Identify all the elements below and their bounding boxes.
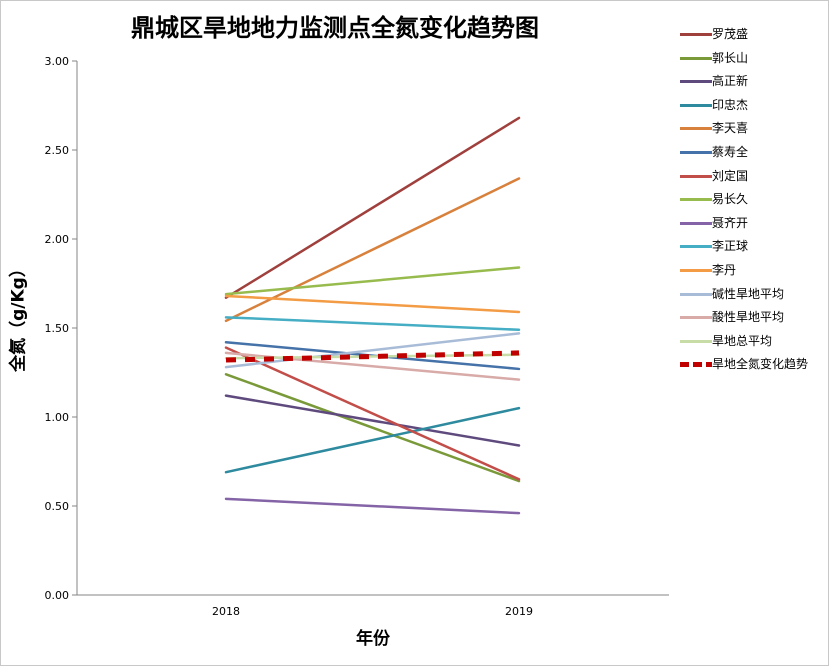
x-tick-label: 2018 bbox=[212, 605, 240, 618]
legend-label: 旱地全氮变化趋势 bbox=[712, 357, 809, 372]
legend-swatch bbox=[680, 80, 712, 84]
series-line-11 bbox=[224, 294, 521, 314]
legend-item: 酸性旱地平均 bbox=[680, 309, 829, 333]
legend-label: 郭长山 bbox=[712, 50, 749, 65]
x-axis-label: 年份 bbox=[356, 629, 390, 649]
legend-swatch bbox=[680, 103, 712, 107]
legend-label: 聂齐开 bbox=[712, 215, 749, 230]
legend-swatch bbox=[680, 221, 712, 225]
legend-item: 郭长山 bbox=[680, 50, 829, 74]
y-tick-label: 2.50 bbox=[45, 144, 70, 157]
legend-swatch bbox=[680, 56, 712, 60]
series-line-10 bbox=[224, 316, 521, 332]
legend-label: 李丹 bbox=[712, 262, 737, 277]
legend-swatch bbox=[680, 33, 712, 36]
y-tick-label: 0.00 bbox=[45, 589, 70, 602]
legend-label: 酸性旱地平均 bbox=[712, 310, 785, 325]
series-line-7 bbox=[224, 346, 521, 481]
series-line-12 bbox=[224, 332, 521, 369]
legend-swatch bbox=[680, 127, 712, 131]
legend-swatch bbox=[680, 198, 712, 202]
legend-label: 李正球 bbox=[712, 239, 749, 254]
legend-item: 蔡寿全 bbox=[680, 144, 829, 168]
legend-label: 高正新 bbox=[712, 74, 749, 89]
legend-swatch bbox=[680, 362, 712, 368]
legend-label: 刘定国 bbox=[712, 168, 749, 183]
y-tick-label: 2.00 bbox=[45, 233, 70, 246]
legend-item: 李天喜 bbox=[680, 120, 829, 144]
series-line-2 bbox=[224, 373, 521, 483]
legend-item: 聂齐开 bbox=[680, 215, 829, 239]
legend-swatch bbox=[680, 268, 712, 272]
series-line-9 bbox=[224, 497, 521, 515]
series-line-14 bbox=[224, 353, 521, 360]
legend-label: 蔡寿全 bbox=[712, 144, 749, 159]
legend-label: 旱地总平均 bbox=[712, 333, 773, 348]
legend-item: 罗茂盛 bbox=[680, 26, 829, 50]
legend-swatch bbox=[680, 174, 712, 178]
legend-item: 旱地总平均 bbox=[680, 333, 829, 357]
legend: 罗茂盛郭长山高正新印忠杰李天喜蔡寿全刘定国易长久聂齐开李正球李丹碱性旱地平均 酸性… bbox=[680, 26, 829, 380]
y-tick-label: 1.00 bbox=[45, 411, 70, 424]
legend-swatch bbox=[680, 245, 712, 249]
series-line-4 bbox=[224, 406, 521, 474]
x-tick-label: 2019 bbox=[505, 605, 533, 618]
series-line-3 bbox=[224, 394, 521, 447]
series-line-1 bbox=[224, 116, 521, 299]
series-line-8 bbox=[224, 266, 521, 296]
legend-swatch bbox=[680, 292, 712, 296]
legend-item: 刘定国 bbox=[680, 168, 829, 192]
legend-item: 旱地全氮变化趋势 bbox=[680, 356, 829, 380]
legend-label: 易长久 bbox=[712, 192, 749, 207]
legend-swatch bbox=[680, 339, 712, 343]
legend-item: 高正新 bbox=[680, 73, 829, 97]
legend-item: 印忠杰 bbox=[680, 97, 829, 121]
legend-label: 罗茂盛 bbox=[712, 27, 749, 41]
legend-label: 碱性旱地平均 bbox=[712, 286, 785, 301]
legend-swatch bbox=[680, 316, 712, 320]
legend-item: 易长久 bbox=[680, 191, 829, 215]
chart-title: 鼎城区旱地地力监测点全氮变化趋势图 bbox=[131, 13, 539, 42]
y-tick-label: 3.00 bbox=[45, 55, 70, 68]
y-tick-label: 1.50 bbox=[45, 322, 70, 335]
legend-label: 印忠杰 bbox=[712, 97, 749, 112]
legend-item: 李丹 bbox=[680, 262, 829, 286]
legend-item: 李正球 bbox=[680, 238, 829, 262]
legend-swatch bbox=[680, 150, 712, 154]
y-tick-label: 0.50 bbox=[45, 500, 70, 513]
legend-item: 碱性旱地平均 bbox=[680, 286, 829, 310]
legend-label: 李天喜 bbox=[712, 121, 749, 136]
series-line-5 bbox=[224, 177, 521, 323]
